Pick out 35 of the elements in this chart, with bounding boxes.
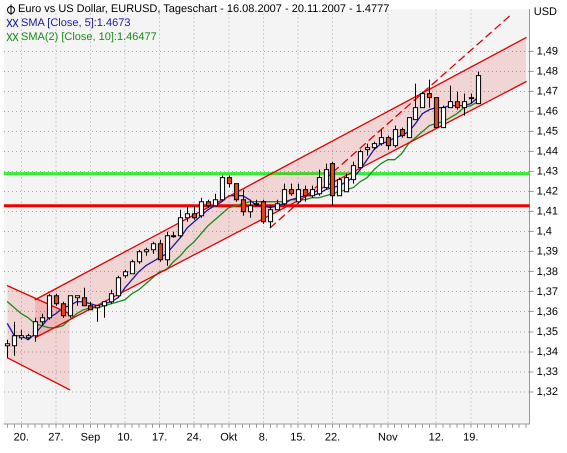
x-tick-label: 19.	[463, 431, 478, 444]
x-tick-label: 15.	[290, 431, 306, 444]
x-tick-label: 22.	[324, 431, 340, 444]
y-tick-label: 1,44	[536, 146, 558, 158]
y-tick-label: 1,33	[536, 366, 558, 378]
y-tick-label: 1,39	[536, 246, 558, 258]
x-tick-label: 10.	[117, 431, 133, 444]
y-tick-label: 1,4	[536, 226, 552, 238]
y-tick-label: 1,37	[536, 286, 558, 298]
chart-title: Euro vs US Dollar, EURUSD, Tageschart - 16.08.2007 - 20.11.2007 - 1.4777	[18, 2, 390, 16]
y-tick-label: 1,46	[536, 106, 558, 118]
y-tick-label: 1,32	[536, 386, 558, 398]
y-tick-label: 1,49	[536, 46, 558, 58]
y-tick-label: 1,42	[536, 186, 558, 198]
x-tick-label: 27.	[48, 431, 64, 444]
y-tick-label: 1,38	[536, 266, 558, 278]
x-tick-label: 24.	[186, 431, 202, 444]
x-tick-label: Nov	[378, 431, 398, 444]
legend-label: SMA(2) [Close, 10]:1.46477	[21, 30, 157, 44]
x-tick-label: 8.	[258, 431, 268, 444]
y-tick-label: 1,47	[536, 86, 558, 98]
y-tick-label: 1,41	[536, 206, 558, 218]
y-tick-label: 1,43	[536, 166, 558, 178]
y-tick-label: 1,36	[536, 306, 558, 318]
x-tick-label: 12.	[428, 431, 444, 444]
x-tick-label: 17.	[152, 431, 168, 444]
x-tick-label: Sep	[80, 431, 100, 444]
y-tick-label: 1,34	[536, 346, 558, 358]
y-tick-label: 1,35	[536, 326, 558, 338]
x-tick-label: Okt	[220, 431, 238, 444]
y-tick-label: 1,45	[536, 126, 558, 138]
legend-label: SMA [Close, 5]:1.4673	[21, 16, 130, 30]
x-tick-label: 20.	[14, 431, 29, 444]
y-axis-title: USD	[534, 5, 557, 19]
y-tick-label: 1,48	[536, 66, 558, 78]
